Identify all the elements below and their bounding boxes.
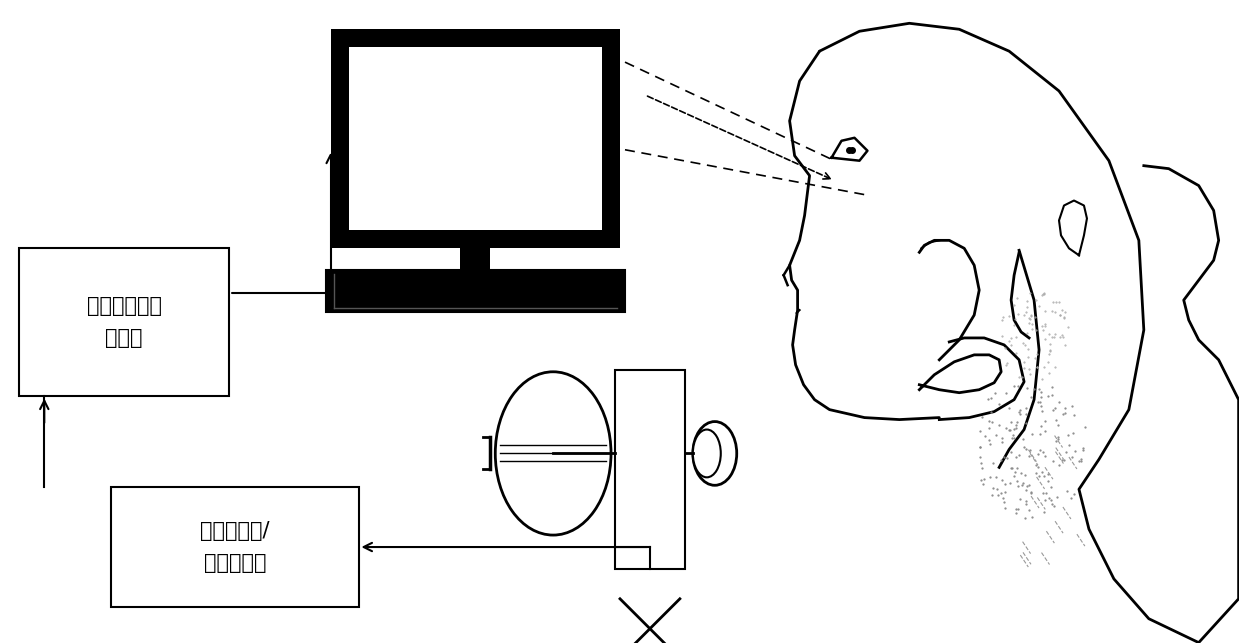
Bar bbox=[326, 270, 625, 312]
Ellipse shape bbox=[495, 372, 611, 535]
Ellipse shape bbox=[693, 422, 737, 486]
Bar bbox=[331, 29, 620, 249]
Text: 数据信号转换
处理器: 数据信号转换 处理器 bbox=[87, 296, 161, 348]
Bar bbox=[460, 249, 490, 270]
Bar bbox=[615, 370, 684, 569]
Bar bbox=[112, 488, 358, 607]
Bar bbox=[20, 249, 229, 395]
Bar bbox=[348, 47, 603, 231]
Ellipse shape bbox=[693, 430, 720, 477]
Text: 气流传感器/
压力传感器: 气流传感器/ 压力传感器 bbox=[200, 520, 269, 573]
